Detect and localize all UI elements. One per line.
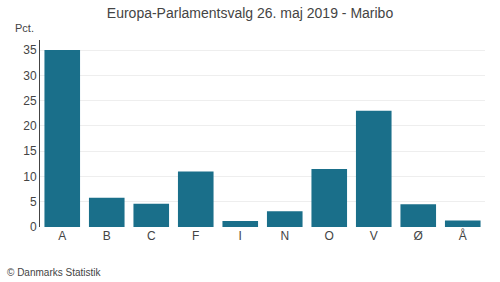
- svg-text:Ø: Ø: [414, 229, 423, 243]
- svg-text:5: 5: [30, 195, 37, 209]
- svg-text:15: 15: [23, 144, 37, 158]
- svg-text:C: C: [147, 229, 156, 243]
- svg-text:25: 25: [23, 94, 37, 108]
- svg-text:10: 10: [23, 170, 37, 184]
- svg-text:Europa-Parlamentsvalg 26. maj: Europa-Parlamentsvalg 26. maj 2019 - Mar…: [107, 5, 394, 21]
- svg-text:B: B: [103, 229, 111, 243]
- svg-text:I: I: [239, 229, 242, 243]
- svg-text:20: 20: [23, 119, 37, 133]
- svg-text:O: O: [325, 229, 334, 243]
- svg-text:© Danmarks Statistik: © Danmarks Statistik: [7, 267, 102, 278]
- svg-text:A: A: [58, 229, 66, 243]
- svg-text:35: 35: [23, 43, 37, 57]
- svg-text:F: F: [192, 229, 199, 243]
- svg-text:N: N: [280, 229, 289, 243]
- svg-text:Å: Å: [459, 228, 467, 243]
- svg-text:V: V: [370, 229, 378, 243]
- svg-text:0: 0: [30, 220, 37, 234]
- svg-text:30: 30: [23, 69, 37, 83]
- svg-text:Pct.: Pct.: [15, 22, 34, 34]
